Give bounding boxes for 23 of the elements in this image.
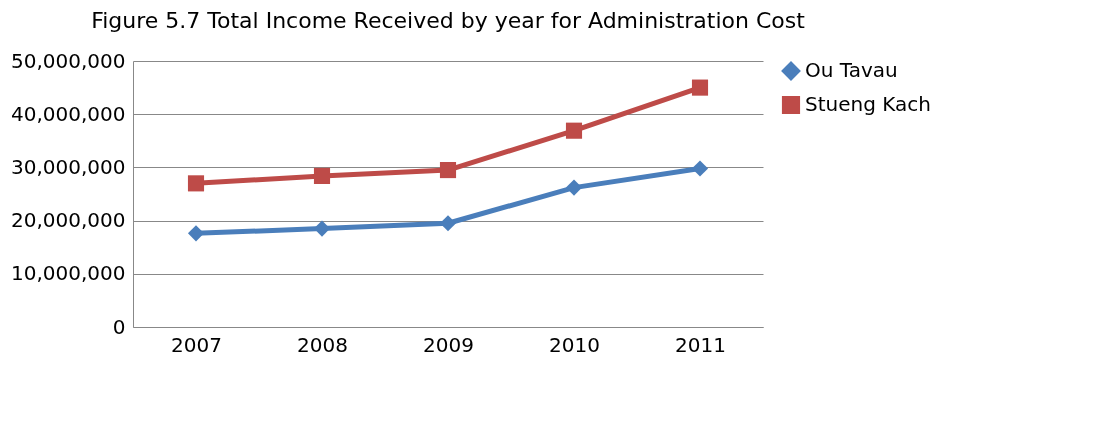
y-tick-label: 50,000,000	[10, 48, 126, 73]
point	[565, 179, 583, 196]
y-tick-label: 0	[112, 314, 126, 339]
point	[691, 160, 709, 177]
chart-title: Figure 5.7 Total Income Received by year for Administration Cost	[91, 8, 806, 33]
point	[187, 225, 205, 242]
x-tick-label: 2009	[423, 332, 474, 357]
x-tick-label: 2011	[675, 332, 726, 357]
y-tick-label: 30,000,000	[10, 154, 126, 179]
point	[565, 122, 583, 139]
point	[187, 175, 205, 192]
y-tick-label: 40,000,000	[10, 101, 126, 126]
point	[313, 220, 331, 237]
point	[313, 167, 331, 184]
y-tick-label: 10,000,000	[10, 261, 126, 286]
legend-label: Ou Tavau	[805, 58, 898, 82]
x-tick-label: 2008	[297, 332, 348, 357]
x-tick-label: 2010	[549, 332, 600, 357]
x-tick-label: 2007	[171, 332, 222, 357]
y-tick-label: 20,000,000	[10, 208, 126, 233]
legend-label: Stueng Kach	[805, 92, 931, 116]
point	[691, 79, 709, 96]
point	[439, 162, 457, 179]
